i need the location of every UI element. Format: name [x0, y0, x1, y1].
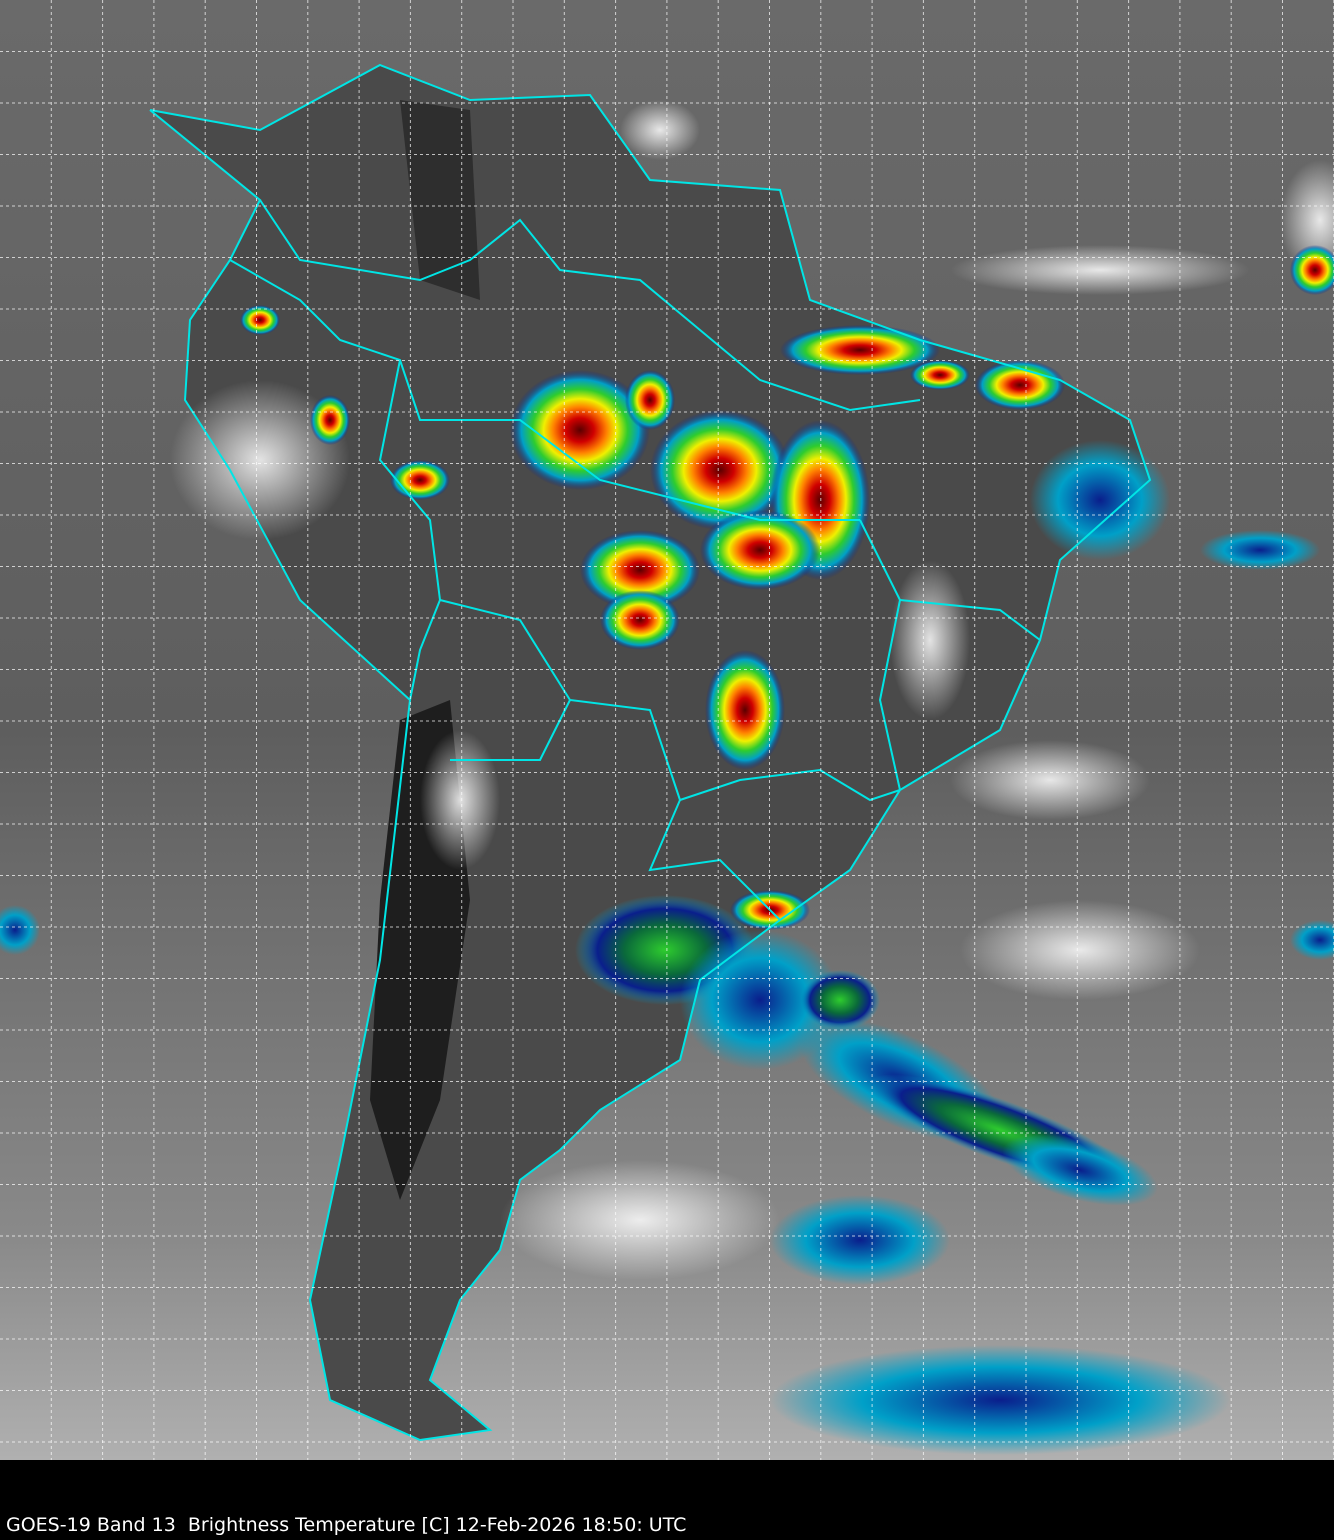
lat-lon-grid — [0, 0, 1334, 1460]
convective-cells — [240, 245, 1334, 930]
image-caption: GOES-19 Band 13 Brightness Temperature [… — [6, 1514, 687, 1536]
frontal-cloud-band — [0, 440, 1334, 1455]
satellite-image — [0, 0, 1334, 1460]
cold-cloud-tops — [170, 100, 1334, 1280]
country-borders — [149, 63, 1152, 1442]
